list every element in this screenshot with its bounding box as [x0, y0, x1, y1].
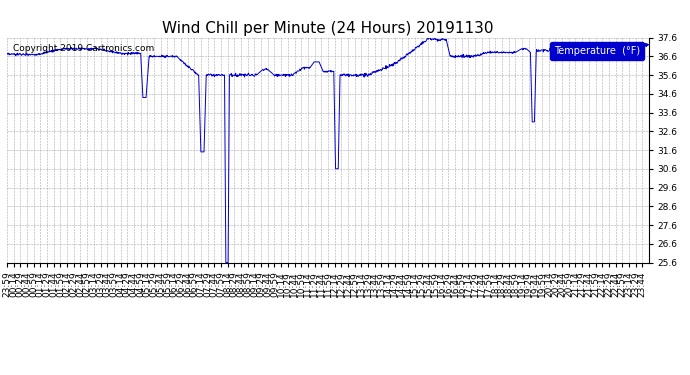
Legend: Temperature  (°F): Temperature (°F)	[550, 42, 644, 60]
Title: Wind Chill per Minute (24 Hours) 20191130: Wind Chill per Minute (24 Hours) 2019113…	[162, 21, 493, 36]
Text: Copyright 2019 Cartronics.com: Copyright 2019 Cartronics.com	[13, 44, 155, 53]
